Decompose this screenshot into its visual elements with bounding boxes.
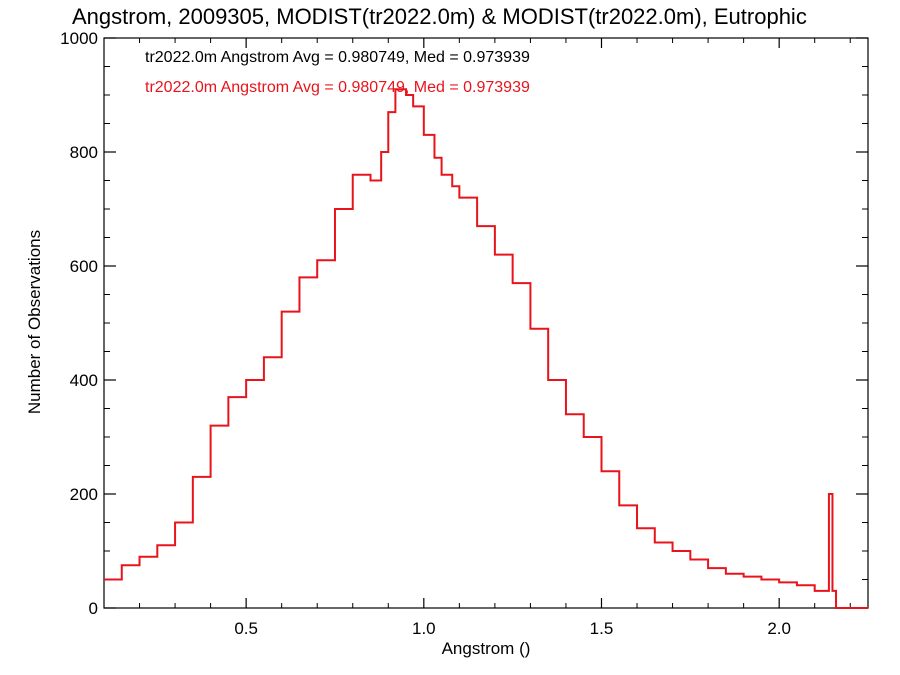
x-tick-label: 0.5 bbox=[234, 619, 258, 638]
plot-frame bbox=[103, 37, 869, 609]
y-tick-label: 0 bbox=[89, 599, 98, 618]
x-tick-label: 1.0 bbox=[412, 619, 436, 638]
x-tick-labels: 0.5 1.0 1.5 2.0 bbox=[234, 619, 791, 638]
x-tick-label: 1.5 bbox=[590, 619, 614, 638]
y-axis-label: Number of Observations bbox=[25, 230, 44, 414]
x-tick-label: 2.0 bbox=[767, 619, 791, 638]
y-tick-label: 200 bbox=[70, 485, 98, 504]
y-tick-labels: 0 200 400 600 800 1000 bbox=[60, 29, 98, 618]
chart-title: Angstrom, 2009305, MODIST(tr2022.0m) & M… bbox=[72, 4, 807, 29]
histogram-step-line bbox=[104, 88, 868, 609]
y-tick-label: 1000 bbox=[60, 29, 98, 48]
y-tick-label: 400 bbox=[70, 371, 98, 390]
legend-entry-red: tr2022.0m Angstrom Avg = 0.980749, Med =… bbox=[145, 79, 530, 96]
x-axis-label: Angstrom () bbox=[442, 639, 531, 658]
legend-entry-black: tr2022.0m Angstrom Avg = 0.980749, Med =… bbox=[145, 49, 530, 66]
y-tick-label: 800 bbox=[70, 143, 98, 162]
series-layer bbox=[104, 88, 868, 609]
axis-ticks bbox=[103, 37, 868, 609]
y-tick-label: 600 bbox=[70, 257, 98, 276]
